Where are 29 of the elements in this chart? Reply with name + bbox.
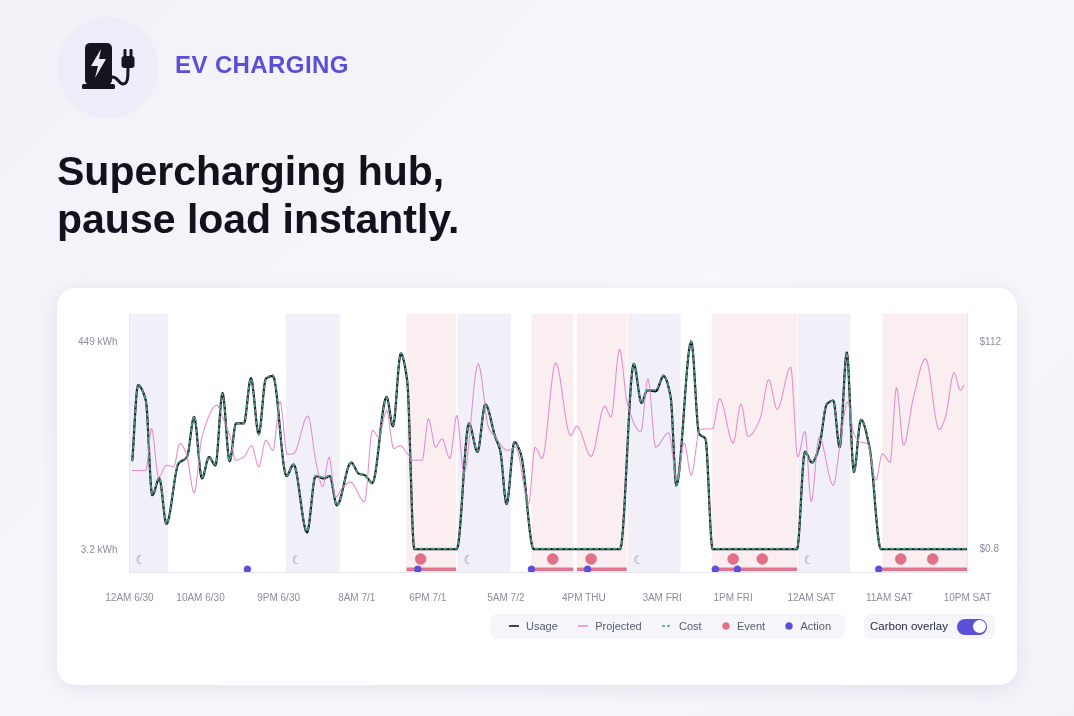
x-tick-label: 1PM FRI (713, 591, 753, 603)
x-tick-label: 9PM 6/30 (257, 591, 301, 603)
x-tick-label: 5AM 7/2 (487, 591, 525, 603)
y-tick-label: 449 kWh (78, 335, 118, 347)
y2-tick-label: $112 (979, 335, 1002, 347)
y-tick-label: 3.2 kWh (80, 543, 118, 555)
x-tick-label: 8AM 7/1 (338, 591, 376, 603)
band-label: ☾ (463, 552, 475, 567)
x-tick-label: 3AM FRI (642, 591, 682, 603)
band-label: ☾ (633, 552, 645, 567)
legend-label: Projected (595, 618, 642, 634)
y2-tick-label: $0.8 (979, 543, 1000, 555)
legend-label: Usage (526, 618, 558, 634)
x-tick-label: 12AM 6/30 (105, 591, 155, 603)
band-label: ☾ (291, 552, 303, 567)
legend-label: Cost (678, 618, 702, 634)
legend-label: Event (736, 618, 766, 634)
x-tick-label: 12AM SAT (787, 591, 836, 603)
x-tick-label: 10AM 6/30 (176, 591, 226, 603)
band-label: ☾ (803, 552, 815, 567)
chart-subtitle: EV CHARGING (175, 51, 349, 78)
chart-title: Supercharging hub, pause load instantly. (57, 147, 461, 243)
x-tick-label: 6PM 7/1 (409, 591, 447, 603)
x-tick-label: 4PM THU (562, 591, 606, 603)
x-tick-label: 11AM SAT (865, 591, 913, 603)
band-label: ☾ (135, 552, 147, 567)
text: Carbon overlay (870, 619, 948, 635)
x-tick-label: 10PM SAT (943, 591, 992, 603)
legend-label: Action (800, 618, 831, 634)
